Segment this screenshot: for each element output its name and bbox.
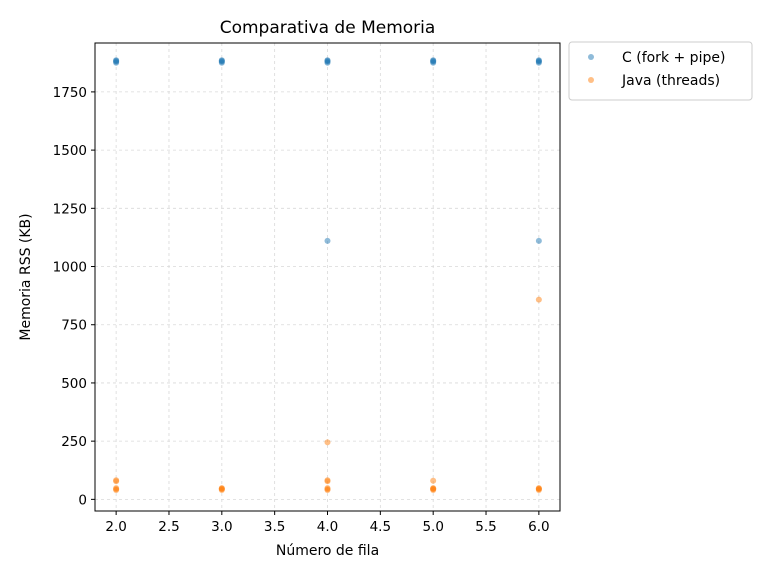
data-point (324, 57, 331, 64)
y-tick-label: 750 (61, 318, 87, 334)
data-point (324, 485, 331, 492)
y-tick-label: 1500 (53, 143, 87, 159)
x-tick-label: 3.0 (211, 519, 232, 535)
y-tick-label: 0 (78, 492, 87, 508)
y-tick-label: 250 (61, 434, 87, 450)
data-point (218, 485, 225, 492)
x-tick-label: 5.0 (422, 519, 443, 535)
x-tick-label: 2.0 (105, 519, 126, 535)
y-tick-label: 1000 (53, 260, 87, 276)
y-tick-label: 1750 (53, 85, 87, 101)
axis-ticks: 2.0 2.5 3.0 3.5 4.0 4.5 5.0 5.5 6.0 0 250 500 750 100… (53, 85, 550, 535)
x-axis-title: Número de fila (276, 543, 379, 559)
legend: C (fork + pipe) Java (threads) (568, 41, 753, 101)
x-tick-label: 6.0 (528, 519, 549, 535)
x-tick-label: 5.5 (475, 519, 496, 535)
data-point (535, 237, 542, 244)
data-point (324, 237, 331, 244)
y-tick-label: 1250 (53, 201, 87, 217)
x-tick-label: 4.0 (317, 519, 338, 535)
data-points (113, 57, 542, 494)
data-point (324, 439, 331, 446)
data-point (535, 296, 542, 303)
data-point (324, 477, 331, 484)
data-point (113, 485, 120, 492)
y-tick-label: 500 (61, 376, 87, 392)
y-axis-title: Memoria RSS (KB) (18, 213, 34, 340)
data-point (218, 57, 225, 64)
data-point (535, 485, 542, 492)
x-tick-label: 3.5 (264, 519, 285, 535)
data-point (430, 57, 437, 64)
legend-box (568, 41, 753, 101)
data-point (113, 57, 120, 64)
x-tick-label: 2.5 (158, 519, 179, 535)
data-point (535, 57, 542, 64)
chart-title: Comparativa de Memoria (220, 18, 436, 38)
data-point (430, 485, 437, 492)
legend-label: C (fork + pipe) (622, 50, 725, 66)
x-tick-label: 4.5 (370, 519, 391, 535)
legend-marker (588, 77, 594, 83)
data-point (113, 477, 120, 484)
data-point (430, 477, 437, 484)
legend-marker (588, 54, 594, 60)
legend-label: Java (threads) (621, 73, 720, 89)
grid (95, 43, 560, 511)
